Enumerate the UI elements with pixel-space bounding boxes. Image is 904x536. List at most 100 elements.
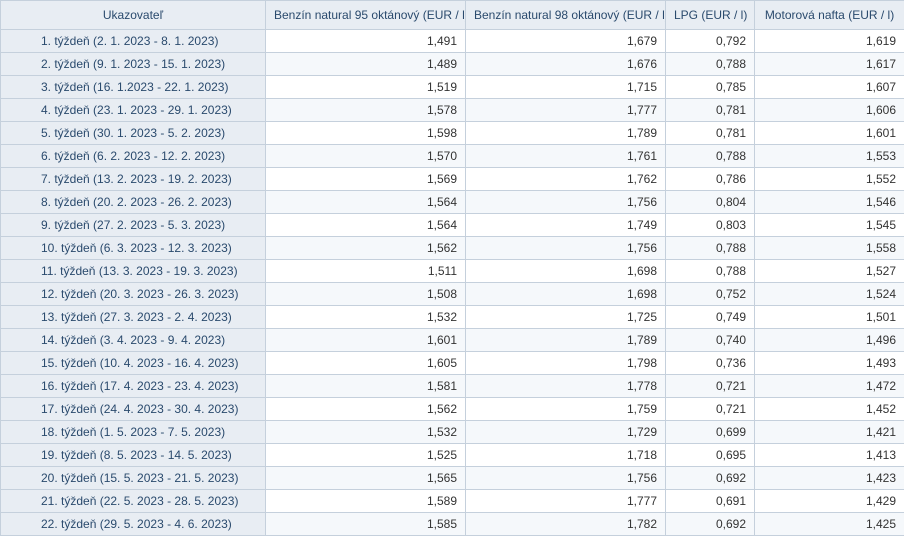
table-row: 7. týždeň (13. 2. 2023 - 19. 2. 2023)1,5… [1, 168, 904, 191]
cell-lpg: 0,736 [666, 352, 755, 375]
row-label[interactable]: 20. týždeň (15. 5. 2023 - 21. 5. 2023) [1, 467, 266, 490]
row-label[interactable]: 11. týždeň (13. 3. 2023 - 19. 3. 2023) [1, 260, 266, 283]
row-label[interactable]: 5. týždeň (30. 1. 2023 - 5. 2. 2023) [1, 122, 266, 145]
cell-b95: 1,569 [266, 168, 466, 191]
row-label[interactable]: 1. týždeň (2. 1. 2023 - 8. 1. 2023) [1, 30, 266, 53]
table-row: 20. týždeň (15. 5. 2023 - 21. 5. 2023)1,… [1, 467, 904, 490]
cell-b98: 1,756 [466, 237, 666, 260]
cell-diesel: 1,472 [755, 375, 904, 398]
table-row: 5. týždeň (30. 1. 2023 - 5. 2. 2023)1,59… [1, 122, 904, 145]
cell-diesel: 1,601 [755, 122, 904, 145]
table-row: 14. týždeň (3. 4. 2023 - 9. 4. 2023)1,60… [1, 329, 904, 352]
row-label[interactable]: 7. týždeň (13. 2. 2023 - 19. 2. 2023) [1, 168, 266, 191]
row-label[interactable]: 15. týždeň (10. 4. 2023 - 16. 4. 2023) [1, 352, 266, 375]
cell-b98: 1,756 [466, 467, 666, 490]
col-header-b95[interactable]: Benzín natural 95 oktánový (EUR / l) [266, 1, 466, 30]
row-label[interactable]: 19. týždeň (8. 5. 2023 - 14. 5. 2023) [1, 444, 266, 467]
cell-diesel: 1,558 [755, 237, 904, 260]
cell-b95: 1,605 [266, 352, 466, 375]
table-body: 1. týždeň (2. 1. 2023 - 8. 1. 2023)1,491… [1, 30, 904, 536]
fuel-price-table: Ukazovateľ Benzín natural 95 oktánový (E… [0, 0, 904, 536]
cell-diesel: 1,496 [755, 329, 904, 352]
row-label[interactable]: 18. týždeň (1. 5. 2023 - 7. 5. 2023) [1, 421, 266, 444]
cell-b98: 1,777 [466, 490, 666, 513]
row-label[interactable]: 13. týždeň (27. 3. 2023 - 2. 4. 2023) [1, 306, 266, 329]
cell-b95: 1,562 [266, 237, 466, 260]
cell-b95: 1,585 [266, 513, 466, 536]
cell-b98: 1,698 [466, 260, 666, 283]
row-label[interactable]: 12. týždeň (20. 3. 2023 - 26. 3. 2023) [1, 283, 266, 306]
cell-b95: 1,489 [266, 53, 466, 76]
col-header-diesel[interactable]: Motorová nafta (EUR / l) [755, 1, 904, 30]
cell-lpg: 0,781 [666, 122, 755, 145]
cell-b95: 1,564 [266, 191, 466, 214]
cell-b98: 1,715 [466, 76, 666, 99]
table-row: 19. týždeň (8. 5. 2023 - 14. 5. 2023)1,5… [1, 444, 904, 467]
cell-b95: 1,564 [266, 214, 466, 237]
cell-b98: 1,778 [466, 375, 666, 398]
cell-diesel: 1,617 [755, 53, 904, 76]
cell-b95: 1,532 [266, 421, 466, 444]
cell-b95: 1,601 [266, 329, 466, 352]
col-header-indicator[interactable]: Ukazovateľ [1, 1, 266, 30]
cell-b95: 1,511 [266, 260, 466, 283]
col-header-lpg[interactable]: LPG (EUR / l) [666, 1, 755, 30]
cell-b95: 1,589 [266, 490, 466, 513]
cell-b95: 1,598 [266, 122, 466, 145]
table-row: 6. týždeň (6. 2. 2023 - 12. 2. 2023)1,57… [1, 145, 904, 168]
cell-lpg: 0,785 [666, 76, 755, 99]
table-row: 16. týždeň (17. 4. 2023 - 23. 4. 2023)1,… [1, 375, 904, 398]
row-label[interactable]: 14. týždeň (3. 4. 2023 - 9. 4. 2023) [1, 329, 266, 352]
cell-b98: 1,782 [466, 513, 666, 536]
table-row: 9. týždeň (27. 2. 2023 - 5. 3. 2023)1,56… [1, 214, 904, 237]
cell-b95: 1,508 [266, 283, 466, 306]
table-row: 22. týždeň (29. 5. 2023 - 4. 6. 2023)1,5… [1, 513, 904, 536]
row-label[interactable]: 6. týždeň (6. 2. 2023 - 12. 2. 2023) [1, 145, 266, 168]
cell-lpg: 0,752 [666, 283, 755, 306]
table-header-row: Ukazovateľ Benzín natural 95 oktánový (E… [1, 1, 904, 30]
cell-lpg: 0,788 [666, 260, 755, 283]
cell-lpg: 0,788 [666, 53, 755, 76]
cell-lpg: 0,803 [666, 214, 755, 237]
row-label[interactable]: 3. týždeň (16. 1.2023 - 22. 1. 2023) [1, 76, 266, 99]
cell-b98: 1,761 [466, 145, 666, 168]
row-label[interactable]: 21. týždeň (22. 5. 2023 - 28. 5. 2023) [1, 490, 266, 513]
cell-lpg: 0,721 [666, 375, 755, 398]
row-label[interactable]: 17. týždeň (24. 4. 2023 - 30. 4. 2023) [1, 398, 266, 421]
table-row: 18. týždeň (1. 5. 2023 - 7. 5. 2023)1,53… [1, 421, 904, 444]
cell-lpg: 0,692 [666, 467, 755, 490]
col-header-b98[interactable]: Benzín natural 98 oktánový (EUR / l) [466, 1, 666, 30]
row-label[interactable]: 9. týždeň (27. 2. 2023 - 5. 3. 2023) [1, 214, 266, 237]
cell-b95: 1,578 [266, 99, 466, 122]
cell-lpg: 0,781 [666, 99, 755, 122]
cell-b95: 1,562 [266, 398, 466, 421]
table-row: 17. týždeň (24. 4. 2023 - 30. 4. 2023)1,… [1, 398, 904, 421]
cell-b98: 1,718 [466, 444, 666, 467]
row-label[interactable]: 8. týždeň (20. 2. 2023 - 26. 2. 2023) [1, 191, 266, 214]
row-label[interactable]: 4. týždeň (23. 1. 2023 - 29. 1. 2023) [1, 99, 266, 122]
cell-b95: 1,525 [266, 444, 466, 467]
cell-diesel: 1,606 [755, 99, 904, 122]
cell-lpg: 0,792 [666, 30, 755, 53]
table-row: 10. týždeň (6. 3. 2023 - 12. 3. 2023)1,5… [1, 237, 904, 260]
cell-diesel: 1,546 [755, 191, 904, 214]
table-row: 21. týždeň (22. 5. 2023 - 28. 5. 2023)1,… [1, 490, 904, 513]
row-label[interactable]: 2. týždeň (9. 1. 2023 - 15. 1. 2023) [1, 53, 266, 76]
cell-lpg: 0,692 [666, 513, 755, 536]
row-label[interactable]: 22. týždeň (29. 5. 2023 - 4. 6. 2023) [1, 513, 266, 536]
cell-b95: 1,565 [266, 467, 466, 490]
table-row: 11. týždeň (13. 3. 2023 - 19. 3. 2023)1,… [1, 260, 904, 283]
cell-diesel: 1,527 [755, 260, 904, 283]
table-row: 3. týždeň (16. 1.2023 - 22. 1. 2023)1,51… [1, 76, 904, 99]
cell-b95: 1,519 [266, 76, 466, 99]
cell-b95: 1,532 [266, 306, 466, 329]
table-row: 13. týždeň (27. 3. 2023 - 2. 4. 2023)1,5… [1, 306, 904, 329]
cell-lpg: 0,804 [666, 191, 755, 214]
cell-lpg: 0,721 [666, 398, 755, 421]
cell-b95: 1,581 [266, 375, 466, 398]
row-label[interactable]: 16. týždeň (17. 4. 2023 - 23. 4. 2023) [1, 375, 266, 398]
cell-b98: 1,789 [466, 329, 666, 352]
cell-lpg: 0,788 [666, 237, 755, 260]
cell-diesel: 1,452 [755, 398, 904, 421]
row-label[interactable]: 10. týždeň (6. 3. 2023 - 12. 3. 2023) [1, 237, 266, 260]
